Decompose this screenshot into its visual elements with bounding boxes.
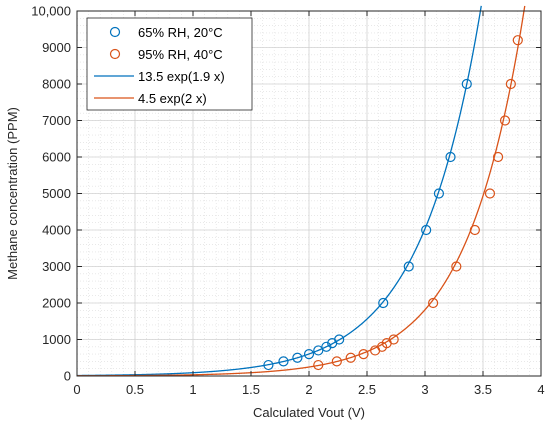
data-point-series-2	[345, 352, 356, 363]
legend-label-series-3: 13.5 exp(1.9 x)	[138, 69, 225, 84]
x-tick-label: 2	[305, 382, 312, 397]
major-grid	[76, 10, 542, 377]
data-point-series-1	[263, 359, 274, 371]
x-tick-label: 3.5	[474, 382, 492, 397]
y-tick-label: 0	[64, 369, 71, 384]
data-point-series-1	[461, 78, 472, 90]
data-point-series-1	[403, 261, 414, 272]
y-tick-label: 4000	[42, 223, 71, 238]
legend-label-series-1: 65% RH, 20°C	[138, 25, 223, 40]
data-point-series-1	[378, 297, 389, 309]
data-point-series-2	[484, 188, 496, 199]
x-tick-labels: 0 0.5 1 1.5 2 2.5 3 3.5 4	[73, 382, 544, 397]
y-tick-label: 5000	[42, 186, 71, 201]
x-tick-label: 3	[421, 382, 428, 397]
data-point-series-1	[445, 151, 456, 163]
data-point-series-2	[499, 115, 511, 126]
legend-marker-series-2	[109, 48, 121, 60]
x-tick-label: 1	[189, 382, 196, 397]
data-point-series-2	[313, 359, 324, 371]
legend-marker-series-1	[109, 26, 121, 38]
y-tick-label: 10,000	[31, 4, 71, 19]
y-axis-label: Methane concentration (PPM)	[5, 107, 20, 280]
data-point-series-2	[331, 356, 342, 367]
data-point-series-2	[492, 151, 504, 163]
y-tick-label: 3000	[42, 259, 71, 274]
y-tick-labels: 0 1000 2000 3000 4000 5000 6000 7000 8000 9000 10,…	[31, 4, 71, 384]
legend-label-series-2: 95% RH, 40°C	[138, 47, 223, 62]
y-tick-label: 7000	[42, 113, 71, 128]
data-point-series-1	[313, 345, 324, 356]
legend-box	[86, 17, 253, 111]
data-point-series-1	[421, 224, 432, 236]
data-point-series-2	[358, 349, 369, 360]
data-point-series-2	[505, 78, 516, 90]
data-point-series-2	[512, 35, 523, 46]
data-point-series-1	[292, 352, 303, 363]
y-tick-label: 6000	[42, 150, 71, 165]
x-tick-label: 4	[537, 382, 544, 397]
y-tick-label: 8000	[42, 77, 71, 92]
data-markers	[263, 35, 523, 371]
axis-ticks	[76, 10, 542, 377]
x-tick-label: 2.5	[358, 382, 376, 397]
y-tick-label: 2000	[42, 296, 71, 311]
data-point-series-1	[334, 334, 345, 345]
fit-curve-2	[76, 5, 526, 377]
y-tick-label: 1000	[42, 332, 71, 347]
x-tick-label: 1.5	[242, 382, 260, 397]
legend: 65% RH, 20°C 95% RH, 40°C 13.5 exp(1.9 x…	[86, 17, 253, 111]
x-tick-label: 0	[73, 382, 80, 397]
data-point-series-1	[278, 356, 289, 367]
data-point-series-2	[388, 334, 399, 345]
y-tick-label: 9000	[42, 40, 71, 55]
data-point-series-1	[303, 349, 315, 360]
data-point-series-2	[469, 224, 480, 236]
legend-label-series-4: 4.5 exp(2 x)	[138, 91, 207, 106]
data-point-series-2	[428, 297, 439, 309]
data-point-series-1	[433, 188, 445, 199]
x-axis-label: Calculated Vout (V)	[253, 405, 365, 420]
x-tick-label: 0.5	[126, 382, 144, 397]
data-point-series-1	[321, 341, 332, 352]
data-point-series-2	[451, 261, 462, 272]
